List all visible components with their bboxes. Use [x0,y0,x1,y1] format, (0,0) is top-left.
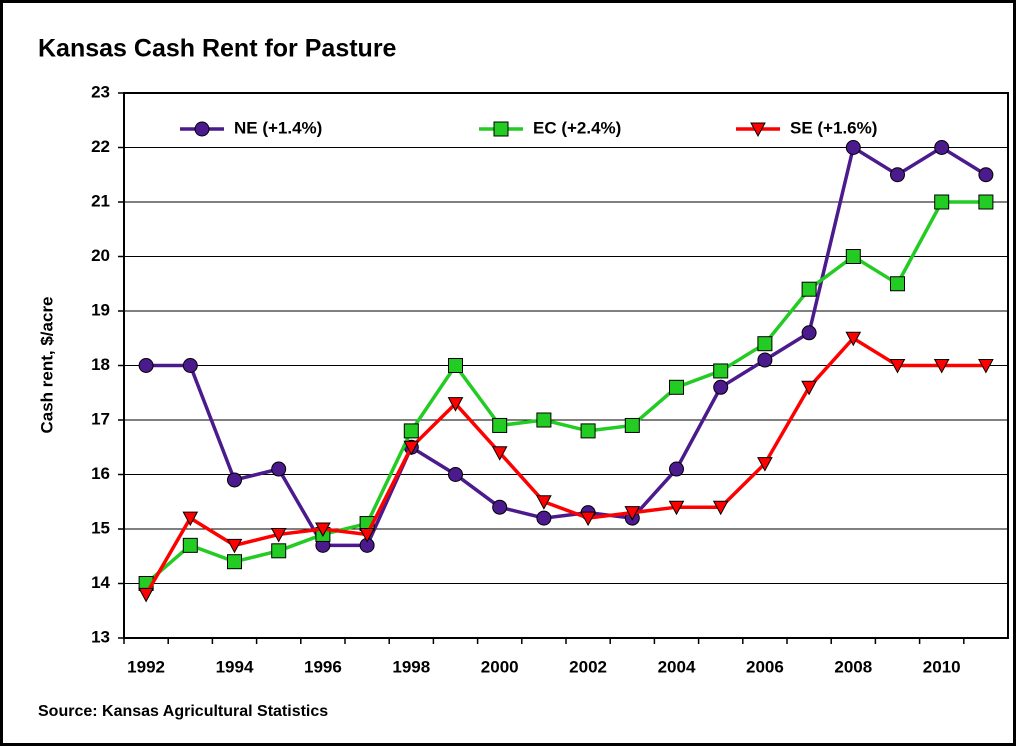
marker [713,379,729,395]
marker [757,352,773,368]
marker [757,336,773,352]
marker [669,461,684,477]
marker [712,500,729,516]
x-tick-label: 1996 [304,657,342,676]
y-tick-label: 23 [91,82,110,101]
marker [934,140,950,155]
marker [978,194,994,210]
y-tick-label: 18 [91,355,110,374]
marker [536,412,552,428]
marker [580,423,596,439]
marker [801,325,817,341]
y-tick-label: 16 [91,464,110,483]
x-tick-label: 2006 [746,657,784,676]
marker [271,461,287,477]
marker [182,537,198,553]
marker [801,281,817,297]
marker [448,467,463,482]
legend-marker [194,121,210,137]
marker [933,359,950,374]
y-tick-label: 17 [91,409,110,428]
marker [403,440,420,456]
marker [801,380,817,396]
source: Source: Kansas Agricultural Statistics [38,703,328,720]
marker [182,511,199,527]
y-tick-label: 20 [91,246,110,265]
marker [536,510,552,526]
marker [624,417,640,433]
marker [845,140,861,155]
marker [890,167,905,183]
marker [845,331,862,347]
y-axis-label: Cash rent, $/acre [37,296,56,433]
marker [447,397,464,412]
marker [580,511,596,527]
y-tick-label: 15 [91,518,110,537]
x-tick-label: 2004 [658,657,696,676]
legend-marker [493,121,509,137]
marker [845,249,861,264]
series-line [146,144,987,548]
x-tick-label: 2008 [834,657,872,676]
marker [491,446,508,461]
marker [226,538,243,554]
marker [757,457,773,472]
marker [403,423,419,439]
marker [668,500,685,516]
legend-label: NE (+1.4%) [234,118,322,137]
y-tick-label: 21 [91,191,110,210]
legend-marker [750,122,766,138]
legend-label: SE (+1.6%) [790,118,877,137]
marker [978,167,994,183]
marker [182,358,198,373]
marker [934,194,950,210]
marker [978,359,994,374]
marker [227,472,242,488]
chart-title: Kansas Cash Rent for Pasture [38,35,397,63]
marker [713,363,729,379]
marker [624,506,641,521]
marker [359,527,375,543]
marker [492,499,508,515]
y-tick-label: 22 [91,137,110,156]
marker [448,358,463,373]
series-line [144,335,986,596]
x-tick-label: 1992 [127,657,165,676]
y-tick-label: 13 [91,627,110,646]
marker [889,359,906,374]
legend-label: EC (+2.4%) [533,118,621,137]
marker [271,543,287,559]
x-tick-label: 1994 [216,657,254,676]
marker [138,587,154,603]
marker [270,527,287,543]
marker [315,522,331,538]
y-tick-label: 19 [91,300,110,319]
x-tick-label: 2000 [481,657,519,676]
x-tick-label: 1998 [392,657,430,676]
marker [227,554,242,570]
marker [536,495,552,510]
marker [138,358,154,373]
marker [890,276,905,292]
y-tick-label: 14 [91,573,110,592]
x-tick-label: 2010 [923,657,961,676]
x-tick-label: 2002 [569,657,607,676]
marker [669,379,684,395]
marker [492,417,508,433]
